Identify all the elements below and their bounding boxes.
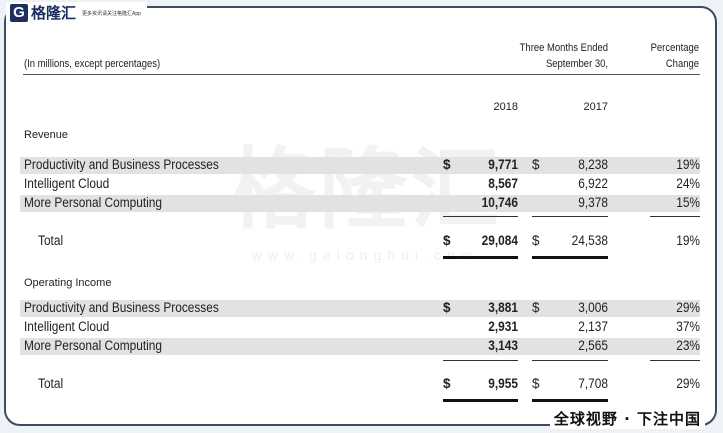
total-label: Total — [38, 233, 64, 248]
subtotal-rule — [532, 216, 608, 217]
subtotal-rule — [443, 216, 518, 217]
logo-tagline: 更多资讯请关注格隆汇App — [82, 10, 141, 17]
currency-symbol: $ — [443, 300, 451, 315]
row-label: More Personal Computing — [24, 195, 163, 210]
value-2017: 6,922 — [578, 176, 608, 191]
row-label: Intelligent Cloud — [24, 176, 110, 191]
total-change: 19% — [676, 233, 700, 248]
logo-g-icon: G — [10, 4, 28, 22]
currency-symbol: $ — [443, 376, 451, 391]
value-2017: 8,238 — [578, 157, 608, 172]
brand-logo: G 格隆汇 更多资讯请关注格隆汇App — [6, 2, 147, 24]
currency-symbol: $ — [443, 157, 451, 172]
period-header-line1: Three Months Ended — [519, 42, 608, 54]
total-double-rule — [443, 256, 518, 259]
period-header-line2: September 30, — [545, 58, 608, 70]
subtotal-rule — [532, 360, 608, 361]
row-label: Productivity and Business Processes — [24, 300, 219, 315]
change-header-line2: Change — [665, 58, 699, 70]
currency-symbol: $ — [532, 376, 540, 391]
row-band — [20, 338, 700, 355]
footer-slogan: 全球视野 · 下注中国 — [549, 408, 705, 429]
section-title-operating-income: Operating Income — [24, 277, 112, 289]
total-double-rule — [532, 399, 608, 402]
year-2017-header: 2017 — [583, 101, 608, 113]
row-band — [20, 195, 700, 212]
percent-change: 23% — [676, 338, 700, 353]
percent-change: 19% — [676, 157, 700, 172]
percent-change: 24% — [676, 176, 700, 191]
total-label: Total — [38, 376, 64, 391]
total-2018: 29,084 — [481, 233, 518, 248]
section-title-revenue: Revenue — [24, 129, 69, 141]
subtotal-rule — [650, 360, 700, 361]
year-2018-header: 2018 — [493, 101, 518, 113]
row-label: Intelligent Cloud — [24, 319, 110, 334]
total-2017: 24,538 — [571, 233, 608, 248]
header-rule — [23, 74, 700, 75]
currency-symbol: $ — [443, 233, 451, 248]
value-2017: 2,137 — [578, 319, 608, 334]
units-note: (In millions, except percentages) — [24, 58, 161, 70]
total-double-rule — [443, 399, 518, 402]
subtotal-rule — [443, 360, 518, 361]
total-2018: 9,955 — [488, 376, 518, 391]
value-2018: 3,881 — [488, 300, 518, 315]
row-label: More Personal Computing — [24, 338, 163, 353]
percent-change: 15% — [676, 195, 700, 210]
row-label: Productivity and Business Processes — [24, 157, 219, 172]
value-2018: 9,771 — [488, 157, 518, 172]
value-2017: 3,006 — [578, 300, 608, 315]
total-change: 29% — [676, 376, 700, 391]
value-2018: 10,746 — [481, 195, 518, 210]
row-band — [20, 157, 700, 174]
percent-change: 37% — [676, 319, 700, 334]
value-2018: 8,567 — [488, 176, 518, 191]
value-2017: 9,378 — [578, 195, 608, 210]
total-double-rule — [532, 256, 608, 259]
value-2018: 3,143 — [488, 338, 518, 353]
change-header-line1: Percentage — [650, 42, 699, 54]
currency-symbol: $ — [532, 157, 540, 172]
value-2018: 2,931 — [488, 319, 518, 334]
currency-symbol: $ — [532, 233, 540, 248]
currency-symbol: $ — [532, 300, 540, 315]
value-2017: 2,565 — [578, 338, 608, 353]
logo-name: 格隆汇 — [31, 4, 77, 22]
row-band — [20, 300, 700, 317]
subtotal-rule — [650, 216, 700, 217]
percent-change: 29% — [676, 300, 700, 315]
total-2017: 7,708 — [578, 376, 608, 391]
